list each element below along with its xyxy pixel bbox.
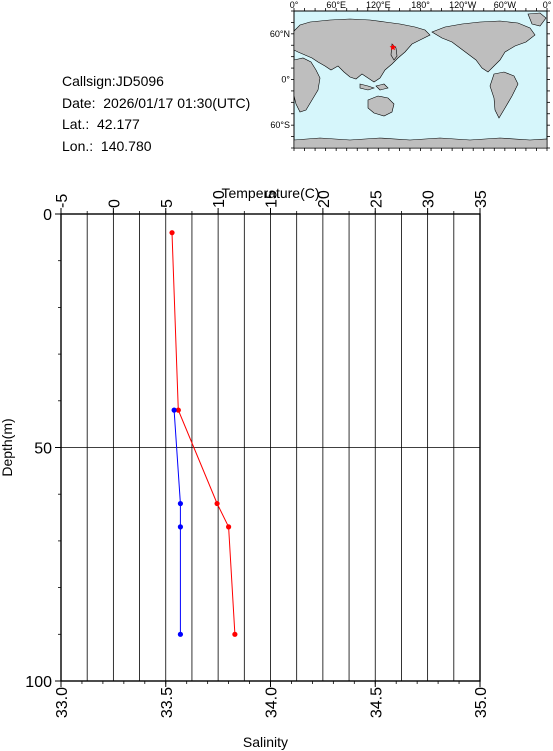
map-lat-label: 60°S: [270, 120, 290, 130]
map-lat-label: 60°N: [270, 29, 290, 39]
map-lat-label: 0°: [281, 75, 290, 85]
temperature-tick-label: 15: [264, 190, 281, 208]
salinity-tick-label: 33.0: [54, 687, 71, 718]
temperature-tick-label: 10: [211, 190, 228, 208]
temperature-tick-label: -5: [54, 194, 71, 208]
salinity-point: [177, 500, 184, 507]
depth-tick-label: 50: [34, 441, 52, 458]
south-america-landmass: [489, 71, 519, 119]
salinity-axis-title: Salinity: [243, 734, 288, 750]
salinity-tick-label: 33.5: [159, 687, 176, 718]
station-info: Callsign:JD5096 Date: 2026/01/17 01:30(U…: [62, 71, 250, 158]
salinity-tick-label: 34.0: [264, 687, 281, 718]
salinity-line: [173, 410, 181, 635]
salinity-point: [171, 407, 177, 413]
temperature-tick-label: 35: [473, 190, 490, 208]
chart-series: [169, 230, 238, 637]
africa-landmass: [293, 57, 321, 113]
temperature-tick-label: 5: [159, 199, 176, 208]
map-latitude-labels: 60°N 0° 60°S: [270, 29, 291, 130]
salinity-point: [177, 524, 184, 530]
temperature-point: [169, 230, 175, 236]
plot-frame: [60, 213, 481, 682]
north-america-landmass: [431, 20, 536, 73]
map-lon-label: 120°E: [366, 0, 391, 10]
temperature-axis-title: Temperature(C): [221, 185, 319, 201]
antarctica-landmass: [293, 137, 548, 149]
indonesia-islands: [359, 83, 389, 91]
chart-grid: [61, 214, 480, 681]
temperature-point: [232, 631, 238, 637]
map-landmasses: [293, 12, 548, 149]
temperature-line: [171, 232, 236, 635]
temperature-tick-label: 20: [316, 190, 333, 208]
temperature-point: [175, 407, 181, 413]
map-lon-label: 60°E: [326, 0, 346, 10]
date-text: Date: 2026/01/17 01:30(UTC): [62, 94, 251, 111]
station-marker-icon: [389, 43, 397, 51]
greenland-landmass: [527, 12, 547, 27]
callsign-text: Callsign:JD5096: [62, 73, 164, 89]
temperature-point: [226, 524, 232, 530]
map-lon-label: 60°W: [494, 0, 517, 10]
salinity-tick-label: 35.0: [473, 687, 490, 718]
australia-landmass: [367, 95, 395, 117]
map-lon-label: 120°W: [449, 0, 477, 10]
world-map: 0° 60°E 120°E 180° 120°W 60°W 0° 60°N 0° 60°S: [270, 0, 552, 151]
map-frame-ticks: [291, 8, 550, 151]
depth-tick-label: 100: [25, 674, 52, 691]
temperature-tick-label: 25: [368, 190, 385, 208]
map-lon-label: 180°: [411, 0, 430, 10]
map-longitude-labels: 0° 60°E 120°E 180° 120°W 60°W 0°: [290, 0, 552, 10]
depth-tick-label: 0: [43, 207, 52, 224]
temperature-tick-label: 30: [421, 190, 438, 208]
temperature-point: [214, 500, 220, 507]
eurasia-landmass: [293, 18, 431, 83]
temperature-tick-label: 0: [106, 199, 123, 208]
station-marker-star: [389, 43, 397, 51]
salinity-point: [177, 631, 184, 637]
latitude-text: Lat.: 42.177: [62, 116, 140, 133]
depth-axis-title: Depth(m): [0, 418, 15, 476]
map-lon-label: 0°: [543, 0, 552, 10]
salinity-tick-label: 34.5: [368, 687, 385, 718]
longitude-text: Lon.: 140.780: [62, 138, 152, 155]
map-lon-label: 0°: [290, 0, 299, 10]
